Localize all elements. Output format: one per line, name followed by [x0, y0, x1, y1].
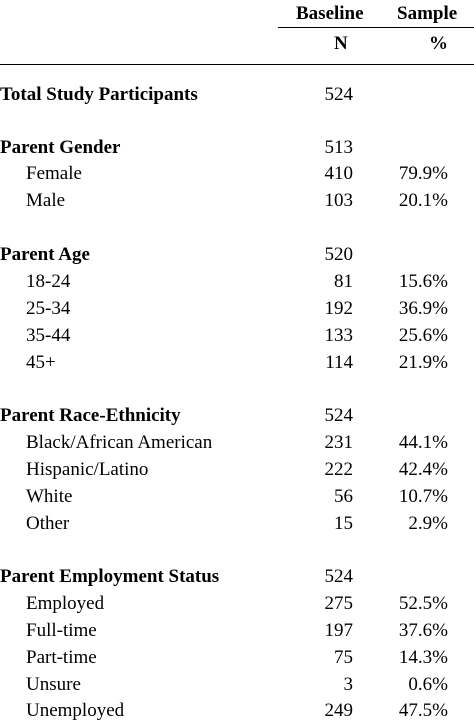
- row-label: Employed: [26, 593, 105, 614]
- percent-cell: 37.6%: [398, 620, 448, 641]
- header-bottom-rule: [0, 64, 474, 65]
- row-label: Hispanic/Latino: [26, 459, 149, 480]
- percent-cell: 52.5%: [398, 593, 448, 614]
- table-row: 18-24 81 15.6%: [0, 269, 474, 295]
- row-label: White: [26, 486, 73, 507]
- count-cell: 114: [325, 352, 353, 373]
- count-cell: 75: [334, 647, 353, 668]
- table-row: Black/African American 231 44.1%: [0, 430, 474, 456]
- count-cell: 524: [324, 84, 354, 105]
- section-label: Parent Age: [0, 244, 90, 265]
- row-label: 35-44: [26, 325, 71, 346]
- percent-cell: 36.9%: [398, 298, 448, 319]
- count-cell: 56: [334, 486, 353, 507]
- header-col-n: N: [334, 33, 348, 54]
- table-row: White 56 10.7%: [0, 484, 474, 510]
- row-label: Male: [26, 190, 66, 211]
- table-row: Female 410 79.9%: [0, 161, 474, 187]
- section-row: Parent Employment Status 524: [0, 564, 474, 590]
- row-label: 18-24: [26, 271, 71, 292]
- count-cell: 524: [324, 566, 354, 587]
- count-cell: 410: [324, 163, 354, 184]
- section-label: Parent Employment Status: [0, 566, 220, 587]
- count-cell: 520: [324, 244, 354, 265]
- count-cell: 133: [324, 325, 354, 346]
- percent-cell: 79.9%: [398, 163, 448, 184]
- percent-cell: 21.9%: [398, 352, 448, 373]
- percent-cell: 0.6%: [408, 674, 448, 695]
- table-row: Hispanic/Latino 222 42.4%: [0, 457, 474, 483]
- header-col-pct: %: [429, 33, 448, 54]
- count-cell: 103: [324, 190, 354, 211]
- section-label: Parent Race-Ethnicity: [0, 405, 181, 426]
- percent-cell: 10.7%: [398, 486, 448, 507]
- table-row: Employed 275 52.5%: [0, 591, 474, 617]
- section-label: Parent Gender: [0, 137, 121, 158]
- header-sample: Sample: [397, 3, 458, 24]
- row-label: Unsure: [26, 674, 81, 695]
- table-row: Unemployed 249 47.5%: [0, 698, 474, 724]
- percent-cell: 14.3%: [398, 647, 448, 668]
- row-label: Unemployed: [26, 700, 125, 721]
- table-row: 45+ 114 21.9%: [0, 350, 474, 376]
- row-label: Black/African American: [26, 432, 213, 453]
- count-cell: 197: [324, 620, 354, 641]
- section-row: Parent Gender 513: [0, 135, 474, 161]
- count-cell: 231: [324, 432, 354, 453]
- table-row: Other 15 2.9%: [0, 511, 474, 537]
- row-label: Female: [26, 163, 82, 184]
- percent-cell: 15.6%: [398, 271, 448, 292]
- row-label: Other: [26, 513, 70, 534]
- header-baseline: Baseline: [296, 3, 364, 24]
- section-row: Parent Race-Ethnicity 524: [0, 403, 474, 429]
- table-row: 35-44 133 25.6%: [0, 323, 474, 349]
- table-row: 25-34 192 36.9%: [0, 296, 474, 322]
- section-label: Total Study Participants: [0, 84, 198, 105]
- section-row: Total Study Participants 524: [0, 82, 474, 108]
- count-cell: 222: [324, 459, 354, 480]
- percent-cell: 2.9%: [408, 513, 448, 534]
- table-row: Male 103 20.1%: [0, 188, 474, 214]
- count-cell: 192: [324, 298, 354, 319]
- count-cell: 81: [334, 271, 353, 292]
- percent-cell: 44.1%: [398, 432, 448, 453]
- section-row: Parent Age 520: [0, 242, 474, 268]
- row-label: 45+: [26, 352, 56, 373]
- row-label: Part-time: [26, 647, 97, 668]
- count-cell: 513: [324, 137, 354, 158]
- percent-cell: 20.1%: [398, 190, 448, 211]
- row-label: 25-34: [26, 298, 71, 319]
- table-row: Part-time 75 14.3%: [0, 645, 474, 671]
- percent-cell: 42.4%: [398, 459, 448, 480]
- percent-cell: 25.6%: [398, 325, 448, 346]
- table-row: Unsure 3 0.6%: [0, 672, 474, 698]
- count-cell: 3: [343, 674, 354, 695]
- count-cell: 249: [324, 700, 354, 721]
- row-label: Full-time: [26, 620, 97, 641]
- table-row: Full-time 197 37.6%: [0, 618, 474, 644]
- header-divider: [278, 27, 474, 28]
- count-cell: 15: [334, 513, 353, 534]
- count-cell: 275: [324, 593, 354, 614]
- count-cell: 524: [324, 405, 354, 426]
- percent-cell: 47.5%: [398, 700, 448, 721]
